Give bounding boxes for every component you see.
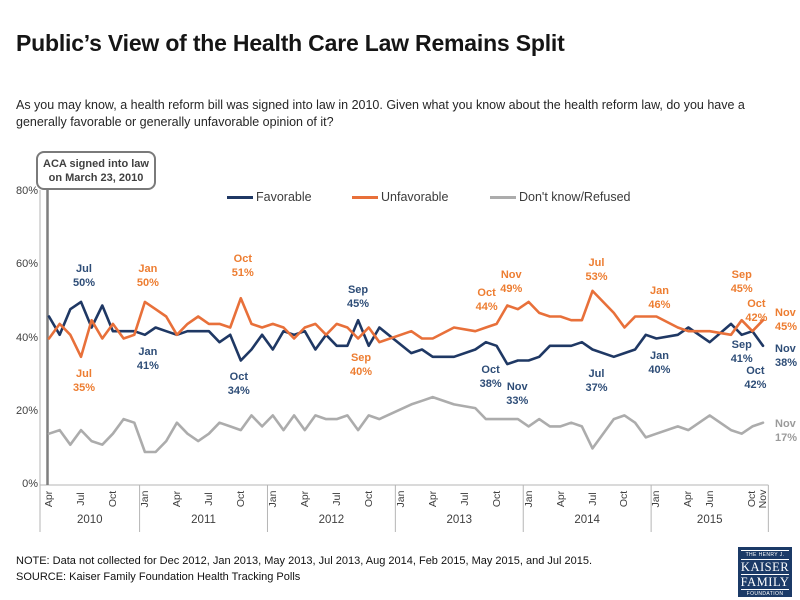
x-axis-year-label: 2015 bbox=[696, 514, 723, 526]
point-label-jul-35: Jul 35% bbox=[72, 367, 95, 394]
point-label-oct-42: Oct 42% bbox=[745, 298, 768, 325]
unfavorable-line-swatch bbox=[352, 195, 378, 199]
x-axis-month-label: Oct bbox=[490, 490, 503, 508]
x-axis-year-label: 2012 bbox=[318, 514, 345, 526]
chart-source: SOURCE: Kaiser Family Foundation Health … bbox=[16, 571, 301, 583]
point-label-oct-44: Oct 44% bbox=[475, 286, 498, 313]
x-axis-year-label: 2010 bbox=[76, 514, 103, 526]
x-axis-month-label: Jul bbox=[458, 492, 471, 506]
x-axis-month-label: Jul bbox=[202, 492, 215, 506]
x-axis-month-label: Jul bbox=[586, 492, 599, 506]
x-axis-month-label: Apr bbox=[426, 490, 439, 508]
x-axis-month-label: Jul bbox=[330, 492, 343, 506]
logo-divider bbox=[741, 574, 789, 575]
aca-annotation-line2: on March 23, 2010 bbox=[48, 172, 144, 184]
x-axis-month-label: Oct bbox=[362, 490, 375, 508]
point-label-jan-50: Jan 50% bbox=[136, 262, 159, 289]
y-axis-tick-label: 40% bbox=[15, 331, 38, 344]
x-axis-month-label: Nov bbox=[757, 489, 770, 509]
y-axis-tick-label: 60% bbox=[15, 258, 38, 271]
x-axis-year-label: 2013 bbox=[446, 514, 473, 526]
page-title: Public’s View of the Health Care Law Rem… bbox=[16, 30, 565, 56]
logo-line4: FOUNDATION bbox=[746, 591, 784, 597]
logo-line3: FAMILY bbox=[740, 575, 790, 589]
series-line-1 bbox=[47, 289, 765, 359]
legend-item-unfavorable: Unfavorable bbox=[352, 189, 448, 205]
x-axis-month-label: Oct bbox=[234, 490, 247, 508]
x-axis-month-label: Jun bbox=[703, 490, 716, 508]
x-axis-month-label: Jan bbox=[650, 490, 663, 508]
legend-label-unfavorable: Unfavorable bbox=[381, 190, 449, 204]
point-label-jan-46: Jan 46% bbox=[648, 284, 671, 311]
logo-divider bbox=[741, 550, 789, 551]
x-axis-month-label: Apr bbox=[554, 490, 567, 508]
point-label-jul-50: Jul 50% bbox=[72, 262, 95, 289]
dont-know-line-swatch bbox=[490, 195, 516, 199]
point-label-jul-37: Jul 37% bbox=[585, 368, 608, 395]
point-label-oct-42: Oct 42% bbox=[744, 365, 767, 392]
x-axis-month-label: Jan bbox=[522, 490, 535, 508]
logo-line1: THE HENRY J. bbox=[745, 552, 785, 558]
legend-label-favorable: Favorable bbox=[256, 190, 312, 204]
x-axis-month-label: Apr bbox=[298, 490, 311, 508]
point-label-nov-38: Nov 38% bbox=[775, 342, 798, 369]
aca-annotation-line1: ACA signed into law bbox=[43, 158, 149, 170]
x-axis-month-label: Jan bbox=[394, 490, 407, 508]
x-axis-year-label: 2014 bbox=[574, 514, 600, 526]
logo-divider bbox=[741, 559, 789, 560]
point-label-nov-33: Nov 33% bbox=[506, 381, 529, 408]
point-label-jul-53: Jul 53% bbox=[585, 256, 608, 283]
legend-item-dont-know: Don't know/Refused bbox=[490, 189, 630, 205]
point-label-sep-45: Sep 45% bbox=[730, 269, 753, 296]
point-label-oct-34: Oct 34% bbox=[227, 371, 250, 398]
point-label-sep-40: Sep 40% bbox=[350, 351, 373, 378]
point-label-oct-51: Oct 51% bbox=[231, 253, 254, 280]
kaiser-family-foundation-logo: THE HENRY J. KAISER FAMILY FOUNDATION bbox=[738, 547, 792, 597]
x-axis-month-label: Oct bbox=[618, 490, 631, 508]
series-line-2 bbox=[47, 395, 765, 454]
chart-note: NOTE: Data not collected for Dec 2012, J… bbox=[16, 555, 593, 567]
point-label-oct-38: Oct 38% bbox=[479, 363, 502, 390]
logo-divider bbox=[741, 589, 789, 590]
x-axis-month-label: Oct bbox=[106, 490, 119, 508]
favorable-line-swatch bbox=[227, 195, 253, 199]
x-axis-month-label: Apr bbox=[682, 490, 695, 508]
point-label-sep-45: Sep 45% bbox=[347, 284, 370, 311]
survey-question-text: As you may know, a health reform bill wa… bbox=[16, 98, 745, 129]
x-axis-month-label: Apr bbox=[170, 490, 183, 508]
x-axis-year-label: 2011 bbox=[191, 514, 216, 526]
point-label-nov-45: Nov 45% bbox=[775, 307, 798, 334]
point-label-sep-41: Sep 41% bbox=[730, 338, 753, 365]
x-axis-month-label: Jan bbox=[266, 490, 279, 508]
y-axis-tick-label: 20% bbox=[15, 404, 38, 417]
x-axis-month-label: Apr bbox=[43, 490, 55, 508]
x-axis-month-label: Jul bbox=[74, 492, 87, 506]
y-axis-tick-label: 80% bbox=[15, 185, 38, 197]
aca-annotation-callout: ACA signed into law on March 23, 2010 bbox=[36, 151, 156, 190]
legend-label-dont-know: Don't know/Refused bbox=[519, 190, 631, 204]
legend-item-favorable: Favorable bbox=[227, 189, 312, 205]
y-axis-tick-label: 0% bbox=[22, 478, 38, 490]
point-label-nov-49: Nov 49% bbox=[500, 268, 523, 295]
logo-line2: KAISER bbox=[740, 560, 790, 574]
point-label-jan-40: Jan 40% bbox=[648, 349, 671, 376]
point-label-jan-41: Jan 41% bbox=[136, 345, 159, 372]
point-label-nov-17: Nov 17% bbox=[775, 417, 798, 444]
x-axis-month-label: Jan bbox=[138, 490, 151, 508]
